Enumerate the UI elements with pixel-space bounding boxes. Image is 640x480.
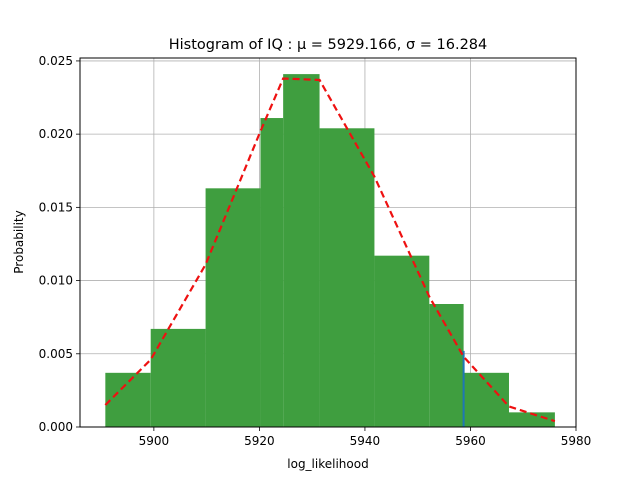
histogram-bar — [508, 412, 555, 427]
axes-frame — [79, 57, 577, 428]
x-tick-label: 5940 — [350, 434, 381, 448]
x-axis-label: log_likelihood — [287, 457, 368, 471]
histogram-bar — [374, 255, 430, 427]
y-tick-label: 0.015 — [39, 200, 73, 214]
x-tick-label: 5980 — [561, 434, 592, 448]
x-tick-label: 5960 — [455, 434, 486, 448]
y-axis-label: Probability — [12, 210, 26, 273]
histogram-bar — [319, 128, 375, 428]
histogram-bar — [283, 74, 320, 427]
histogram-bar — [205, 188, 261, 427]
curve-layer — [104, 77, 556, 427]
y-ticks: 0.000 0.005 0.010 0.015 0.020 0.025 — [39, 54, 80, 434]
chart-title: Histogram of IQ : μ = 5929.166, σ = 16.2… — [169, 37, 488, 53]
x-tick-label: 5900 — [139, 434, 170, 448]
histogram-bar — [463, 372, 509, 427]
histogram-bar — [429, 304, 464, 427]
y-tick-label: 0.000 — [39, 420, 73, 434]
x-tick-label: 5920 — [244, 434, 275, 448]
x-ticks: 5900 5920 5940 5960 5980 — [139, 427, 592, 448]
y-tick-label: 0.005 — [39, 347, 73, 361]
y-tick-label: 0.025 — [39, 54, 73, 68]
y-tick-label: 0.020 — [39, 127, 73, 141]
fit-curve — [104, 77, 556, 423]
bars-layer — [105, 74, 555, 428]
y-tick-label: 0.010 — [39, 274, 73, 288]
histogram-bar — [260, 118, 284, 428]
histogram-bar — [105, 372, 151, 427]
